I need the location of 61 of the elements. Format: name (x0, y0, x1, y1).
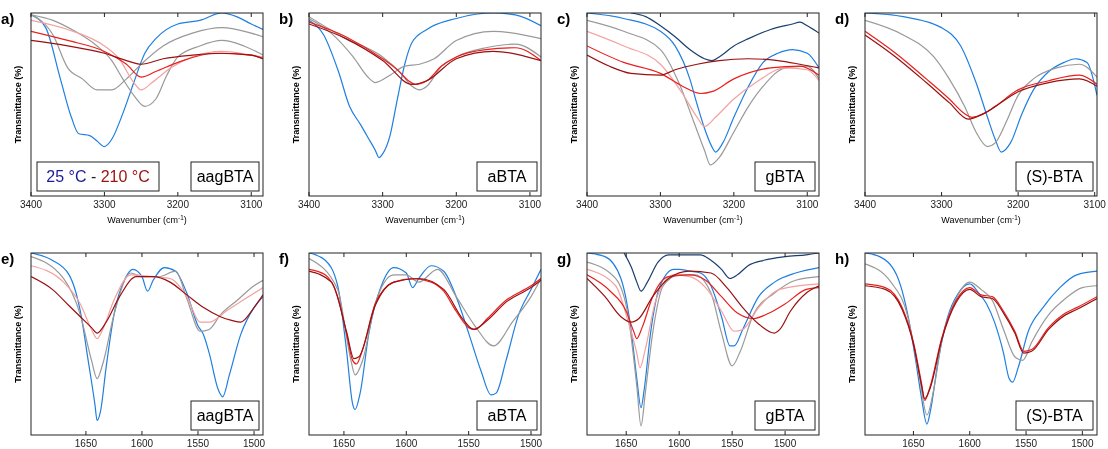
annotation: (S)-BTA (1026, 407, 1084, 424)
x-tick-label: 3100 (240, 199, 263, 210)
x-tick-label: 3200 (722, 199, 746, 210)
chart-title: g) (557, 250, 572, 267)
annotation: aagBTA (196, 168, 254, 185)
x-tick-label: 3400 (297, 199, 321, 210)
x-tick-label: 1550 (457, 438, 481, 449)
x-tick-label: 1550 (721, 438, 744, 449)
annotation: aBTA (487, 407, 527, 424)
x-tick-label: 1500 (773, 438, 797, 449)
y-axis-title: Transmittance (%) (291, 65, 301, 144)
annotation: (S)-BTA (1026, 168, 1084, 185)
x-tick-label: 3300 (649, 199, 672, 210)
x-tick-label: 1600 (130, 438, 154, 449)
y-axis-title: Transmittance (%) (569, 65, 579, 144)
x-tick-label: 1650 (615, 438, 638, 449)
x-tick-label: 3300 (371, 199, 395, 210)
annotation: gBTA (765, 168, 805, 185)
x-tick-label: 3100 (796, 199, 819, 210)
chart-title: d) (835, 10, 850, 27)
chart-title: b) (279, 10, 294, 27)
x-tick-label: 3200 (166, 199, 190, 210)
x-tick-label: 1600 (958, 438, 982, 449)
x-axis-title: Wavenumber (cm$^{-1}$) (385, 213, 465, 225)
x-tick-label: 1650 (74, 438, 98, 449)
annotation: gBTA (765, 407, 805, 424)
annotation: 25 °C - 210 °C (46, 168, 150, 185)
y-axis-title: Transmittance (%) (847, 65, 857, 144)
annotation: aBTA (487, 168, 527, 185)
x-tick-label: 3300 (93, 199, 116, 210)
x-tick-label: 3400 (19, 199, 43, 210)
x-tick-label: 1500 (1071, 438, 1094, 449)
chart-title: e) (1, 250, 15, 267)
x-tick-label: 3200 (1007, 199, 1030, 210)
chart-title: h) (835, 250, 850, 267)
y-axis-title: Transmittance (%) (13, 65, 23, 144)
x-tick-label: 1500 (519, 438, 543, 449)
x-axis-title: Wavenumber (cm$^{-1}$) (107, 213, 187, 225)
x-tick-label: 3400 (575, 199, 599, 210)
x-tick-label: 3100 (518, 199, 542, 210)
x-axis-title: Wavenumber (cm$^{-1}$) (663, 213, 743, 225)
y-axis-title: Transmittance (%) (569, 305, 579, 383)
x-tick-label: 1550 (1014, 438, 1038, 449)
annotation: aagBTA (196, 407, 254, 424)
x-tick-label: 3100 (1083, 199, 1107, 210)
chart-title: a) (1, 10, 15, 27)
chart-title: f) (279, 250, 289, 267)
y-axis-title: Transmittance (%) (847, 305, 857, 383)
x-tick-label: 1500 (242, 438, 266, 449)
y-axis-title: Transmittance (%) (291, 305, 301, 383)
x-axis-title: Wavenumber (cm$^{-1}$) (941, 213, 1021, 225)
x-tick-label: 3200 (445, 199, 468, 210)
x-tick-label: 3400 (853, 199, 877, 210)
x-tick-label: 1600 (668, 438, 691, 449)
x-tick-label: 1650 (902, 438, 925, 449)
x-tick-label: 1550 (186, 438, 210, 449)
chart-title: c) (557, 10, 571, 27)
x-tick-label: 1600 (395, 438, 418, 449)
y-axis-title: Transmittance (%) (13, 305, 23, 383)
x-tick-label: 3300 (930, 199, 954, 210)
x-tick-label: 1650 (332, 438, 356, 449)
